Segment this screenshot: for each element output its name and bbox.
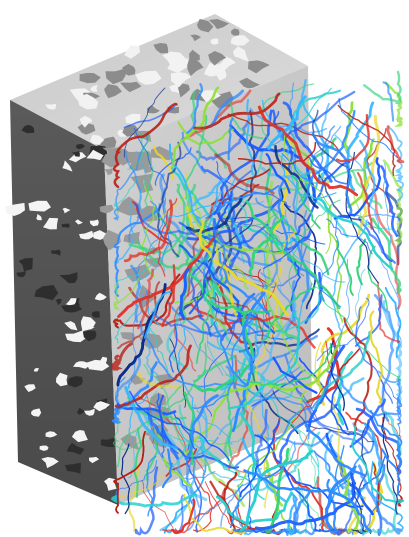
page: (() => { const data = JSON.parse(documen…	[0, 0, 409, 537]
streamline	[364, 72, 400, 103]
streamline	[318, 199, 392, 269]
porous-medium-visualization	[0, 0, 409, 537]
